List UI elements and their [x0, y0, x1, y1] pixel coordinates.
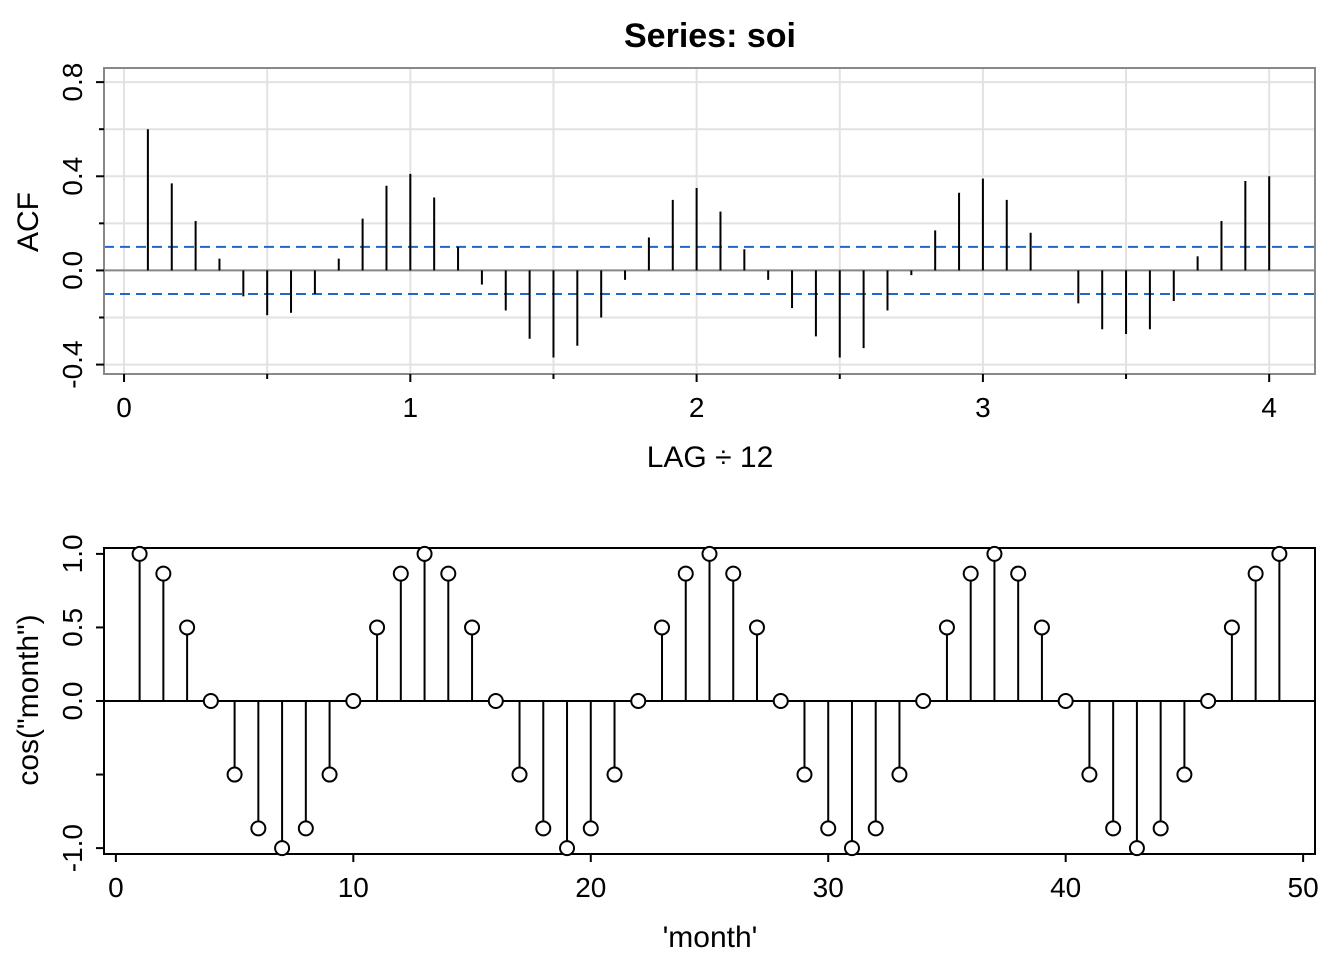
- cos-point: [867, 820, 884, 837]
- acf-x-axis: 0 1 2 3 4: [116, 374, 1277, 423]
- cos-point: [938, 619, 955, 636]
- acf-x-label: LAG ÷ 12: [647, 441, 774, 474]
- acf-y-axis: -0.4 0.0 0.4 0.8: [57, 63, 104, 389]
- acf-y-tick-label: -0.4: [57, 340, 88, 388]
- cos-point: [392, 565, 409, 582]
- acf-plot-border: [103, 67, 1316, 375]
- cos-y-axis: -1.0 0.0 0.5 1.0: [57, 534, 104, 872]
- cos-y-tick-label: 0.0: [57, 682, 88, 721]
- acf-chart: Series: soi 0 1 2 3 4 -0.4 0.0 0.4 0.8 LAG ÷ 12…: [12, 17, 1316, 474]
- cos-point: [416, 545, 433, 562]
- acf-y-tick-label: 0.0: [57, 251, 88, 290]
- cos-point: [226, 766, 243, 783]
- acf-x-tick-label: 1: [403, 392, 419, 423]
- cos-x-tick-label: 30: [813, 872, 844, 903]
- cos-point: [345, 693, 362, 709]
- acf-x-tick-label: 3: [975, 392, 991, 423]
- cos-point: [701, 545, 718, 562]
- cos-y-tick-label: 1.0: [57, 534, 88, 573]
- cos-point: [1033, 619, 1050, 636]
- cos-stems: [131, 545, 1288, 857]
- acf-y-tick-label: 0.4: [57, 157, 88, 196]
- cos-point: [1271, 545, 1288, 562]
- acf-x-tick-label: 0: [116, 392, 132, 423]
- cos-point: [511, 766, 528, 783]
- cos-point: [748, 619, 765, 636]
- cos-point: [630, 693, 647, 709]
- acf-title: Series: soi: [624, 17, 796, 55]
- cos-point: [796, 766, 813, 783]
- cos-point: [155, 565, 172, 582]
- cos-point: [725, 565, 742, 582]
- cos-point: [891, 766, 908, 783]
- cos-point: [986, 545, 1003, 562]
- cos-point: [202, 693, 219, 709]
- cos-point: [962, 565, 979, 582]
- cos-point: [1128, 840, 1145, 857]
- cos-x-axis: 0 10 20 30 40 50: [108, 854, 1319, 903]
- cos-chart: 0 10 20 30 40 50 -1.0 0.0 0.5 1.0 'month' cos("m…: [12, 534, 1319, 954]
- acf-x-tick-label: 4: [1261, 392, 1277, 423]
- cos-point: [606, 766, 623, 783]
- cos-point: [1223, 619, 1240, 636]
- cos-point: [369, 619, 386, 636]
- cos-point: [1105, 820, 1122, 837]
- acf-x-tick-label: 2: [689, 392, 705, 423]
- cos-point: [487, 693, 504, 709]
- acf-y-label: ACF: [12, 192, 45, 252]
- cos-point: [820, 820, 837, 837]
- cos-y-tick-label: -1.0: [57, 824, 88, 872]
- acf-stems: [146, 129, 1271, 358]
- cos-point: [1010, 565, 1027, 582]
- cos-point: [464, 619, 481, 636]
- cos-y-tick-label: 0.5: [57, 608, 88, 647]
- cos-point: [250, 820, 267, 837]
- cos-point: [654, 619, 671, 636]
- cos-x-label: 'month': [663, 921, 758, 954]
- cos-point: [1176, 766, 1193, 783]
- cos-x-tick-label: 20: [575, 872, 606, 903]
- cos-point: [321, 766, 338, 783]
- cos-point: [677, 565, 694, 582]
- cos-point: [843, 840, 860, 857]
- acf-y-tick-label: 0.8: [57, 63, 88, 102]
- cos-x-tick-label: 10: [338, 872, 369, 903]
- cos-point: [440, 565, 457, 582]
- cos-point: [179, 619, 196, 636]
- cos-point: [1152, 820, 1169, 837]
- cos-point: [131, 545, 148, 562]
- cos-point: [1200, 693, 1217, 709]
- cos-point: [772, 693, 789, 709]
- cos-point: [559, 840, 576, 857]
- cos-point: [535, 820, 552, 837]
- cos-point: [1081, 766, 1098, 783]
- cos-point: [915, 693, 932, 709]
- cos-point: [1247, 565, 1264, 582]
- cos-x-tick-label: 50: [1288, 872, 1319, 903]
- cos-x-tick-label: 0: [108, 872, 124, 903]
- cos-x-tick-label: 40: [1050, 872, 1081, 903]
- cos-point: [582, 820, 599, 837]
- acf-plot-area: [104, 68, 1315, 374]
- cos-point: [274, 840, 291, 857]
- cos-point: [297, 820, 314, 837]
- cos-y-label: cos("month"): [12, 614, 45, 785]
- cos-point: [1057, 693, 1074, 709]
